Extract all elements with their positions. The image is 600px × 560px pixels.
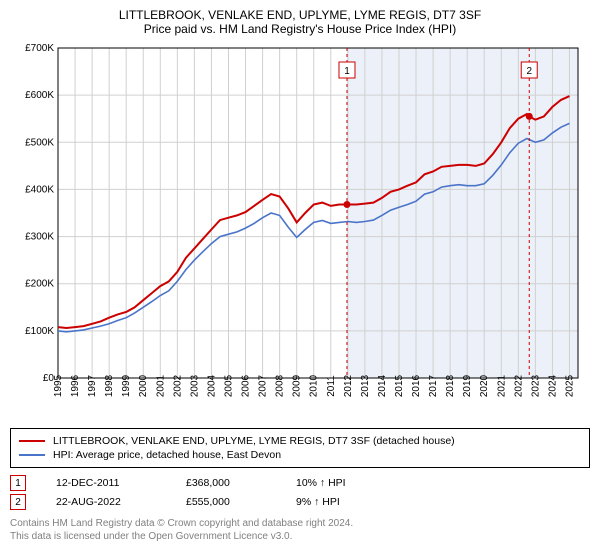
marker-delta: 9% ↑ HPI [296, 496, 340, 508]
svg-text:1: 1 [344, 66, 350, 77]
legend-item: HPI: Average price, detached house, East… [19, 449, 581, 461]
attribution: Contains HM Land Registry data © Crown c… [10, 517, 590, 543]
marker-delta: 10% ↑ HPI [296, 477, 346, 489]
marker-badge: 2 [10, 494, 26, 510]
marker-row: 1 12-DEC-2011 £368,000 10% ↑ HPI [10, 475, 590, 491]
page-subtitle: Price paid vs. HM Land Registry's House … [10, 22, 590, 36]
svg-text:£100K: £100K [25, 326, 54, 337]
svg-text:£600K: £600K [25, 90, 54, 101]
legend: LITTLEBROOK, VENLAKE END, UPLYME, LYME R… [10, 428, 590, 468]
svg-text:£200K: £200K [25, 279, 54, 290]
marker-badge: 1 [10, 475, 26, 491]
attribution-line: Contains HM Land Registry data © Crown c… [10, 517, 590, 530]
svg-text:£300K: £300K [25, 232, 54, 243]
marker-date: 22-AUG-2022 [56, 496, 156, 508]
marker-row: 2 22-AUG-2022 £555,000 9% ↑ HPI [10, 494, 590, 510]
legend-label: HPI: Average price, detached house, East… [53, 449, 281, 461]
svg-text:2: 2 [526, 66, 532, 77]
legend-item: LITTLEBROOK, VENLAKE END, UPLYME, LYME R… [19, 435, 581, 447]
marker-table: 1 12-DEC-2011 £368,000 10% ↑ HPI 2 22-AUG-202… [10, 472, 590, 513]
legend-label: LITTLEBROOK, VENLAKE END, UPLYME, LYME R… [53, 435, 455, 447]
legend-swatch [19, 440, 45, 442]
legend-swatch [19, 454, 45, 456]
marker-date: 12-DEC-2011 [56, 477, 156, 489]
svg-text:£400K: £400K [25, 184, 54, 195]
marker-price: £555,000 [186, 496, 266, 508]
svg-text:£700K: £700K [25, 43, 54, 54]
svg-text:£500K: £500K [25, 137, 54, 148]
marker-price: £368,000 [186, 477, 266, 489]
price-chart: £0£100K£200K£300K£400K£500K£600K£700K199… [10, 42, 590, 422]
attribution-line: This data is licensed under the Open Gov… [10, 530, 590, 543]
page-title: LITTLEBROOK, VENLAKE END, UPLYME, LYME R… [10, 8, 590, 22]
